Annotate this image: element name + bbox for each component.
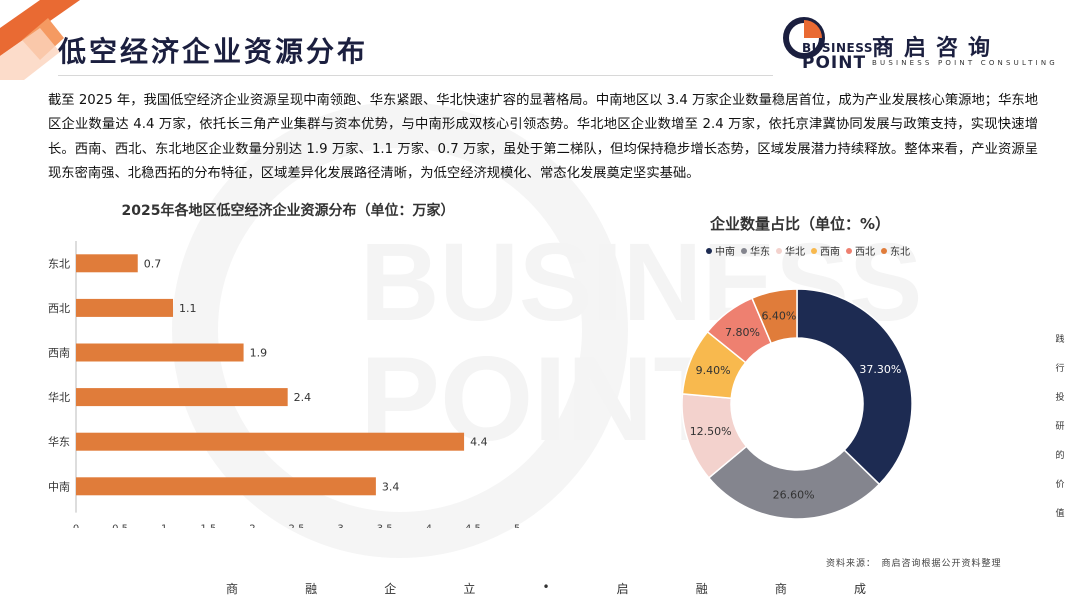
legend-label: 西北 xyxy=(855,247,875,258)
footer-slogan-char: 融 xyxy=(695,582,708,596)
x-tick-label: 1.5 xyxy=(200,524,216,528)
x-tick-label: 5 xyxy=(514,524,520,528)
side-motto-char: 投 xyxy=(1055,393,1065,403)
bar-category-label: 西北 xyxy=(48,302,70,315)
footer-slogan-char: 融 xyxy=(305,582,318,596)
legend-label: 中南 xyxy=(715,247,735,258)
legend-swatch xyxy=(741,247,747,254)
pie-legend: 中南 华东 华北 西南 西北 东北 xyxy=(678,243,938,258)
bar xyxy=(76,388,288,407)
data-source-note: 资料来源： 商启咨询根据公开资料整理 xyxy=(826,559,1002,569)
x-tick-label: 0 xyxy=(73,524,79,528)
legend-swatch xyxy=(811,247,817,254)
legend-swatch xyxy=(846,247,852,254)
footer-slogan-char: 商 xyxy=(226,582,239,596)
bar-chart: 东北 0.7 西北 1.1 西南 1.9 华北 2.4 华东 4.4 中南 3.4 0 0.5 1 1.5 2 2… xyxy=(48,241,520,528)
legend-item: 东北 xyxy=(881,243,910,258)
x-tick-label: 3 xyxy=(337,524,343,528)
logo-text-point: POINT xyxy=(802,53,867,73)
pie-chart-title: 企业数量占比（单位：%） xyxy=(709,215,891,233)
donut-chart: 37.30% 26.60% 12.50% 9.40% 7.80%6.40% xyxy=(681,288,913,520)
page-header: 低空经济企业资源分布 BUSINESS POINT 商启咨询 BUSINESS … xyxy=(0,0,1080,80)
side-motto-char: 价 xyxy=(1055,480,1065,490)
donut-slice-label: 26.60% xyxy=(773,488,815,501)
side-motto-char: 行 xyxy=(1055,364,1065,374)
page-title: 低空经济企业资源分布 xyxy=(58,35,369,68)
footer-slogan-char: 启 xyxy=(616,582,629,596)
legend-swatch xyxy=(776,247,782,254)
bar-chart-title: 2025年各地区低空经济企业资源分布（单位：万家） xyxy=(121,203,455,219)
legend-item: 华北 xyxy=(776,243,805,258)
side-motto-char: 践 xyxy=(1055,335,1065,345)
x-tick-label: 1 xyxy=(161,524,167,528)
company-logo: BUSINESS POINT 商启咨询 BUSINESS POINT CONSU… xyxy=(780,14,1070,74)
legend-label: 东北 xyxy=(890,247,910,258)
x-tick-label: 3.5 xyxy=(377,524,393,528)
bar-category-label: 东北 xyxy=(48,257,70,270)
bar-category-label: 华东 xyxy=(48,435,70,449)
bar xyxy=(76,477,376,496)
x-tick-label: 0.5 xyxy=(112,524,128,528)
bar xyxy=(76,432,465,451)
side-motto-char: 值 xyxy=(1055,509,1065,519)
footer-slogan-char: 成 xyxy=(853,582,866,596)
title-divider xyxy=(58,75,773,76)
side-motto: 践行投研的价值 xyxy=(1053,332,1067,535)
logo-english-name: BUSINESS POINT CONSULTING xyxy=(872,59,1058,67)
donut-slice-label: 9.40% xyxy=(696,364,731,377)
bar-category-label: 西南 xyxy=(48,347,70,360)
bar xyxy=(76,254,138,273)
x-tick-label: 4.5 xyxy=(465,524,481,528)
bar-value-label: 2.4 xyxy=(294,391,312,404)
legend-swatch xyxy=(881,247,887,254)
donut-slice-label: 6.40% xyxy=(761,309,796,322)
donut-slice-label: 7.80% xyxy=(725,326,760,339)
legend-item: 西北 xyxy=(846,243,875,258)
x-tick-label: 2 xyxy=(249,524,255,528)
legend-label: 西南 xyxy=(820,247,840,258)
bar-category-label: 中南 xyxy=(48,480,70,493)
side-motto-char: 研 xyxy=(1055,422,1065,432)
logo-text-business: BUSINESS xyxy=(802,41,873,55)
bar-value-label: 3.4 xyxy=(382,480,400,493)
bar-value-label: 1.1 xyxy=(179,302,197,315)
footer-slogan-char: 商 xyxy=(774,582,787,596)
donut-slice-label: 12.50% xyxy=(690,425,732,438)
legend-label: 华北 xyxy=(785,247,805,258)
bar-value-label: 0.7 xyxy=(144,257,162,270)
legend-swatch xyxy=(706,247,712,254)
logo-mark-icon xyxy=(783,17,825,59)
donut-slice xyxy=(751,288,798,345)
side-motto-char: 的 xyxy=(1055,451,1065,461)
legend-item: 西南 xyxy=(811,243,840,258)
corner-decoration xyxy=(0,0,80,80)
footer-slogan-char: 立 xyxy=(463,582,476,596)
footer-slogan-char: 企 xyxy=(384,582,397,596)
summary-paragraph: 截至 2025 年，我国低空经济企业资源呈现中南领跑、华东紧跟、华北快速扩容的显… xyxy=(48,93,1038,181)
donut-slice xyxy=(796,288,913,486)
donut-slice-label: 37.30% xyxy=(859,363,901,376)
legend-label: 华东 xyxy=(750,247,770,258)
bar-value-label: 1.9 xyxy=(250,347,268,360)
x-tick-label: 2.5 xyxy=(289,524,305,528)
footer-slogan: 商 融 企 立 • 启 融 商 成 xyxy=(226,580,866,597)
bar-category-label: 华北 xyxy=(48,390,70,404)
bar-value-label: 4.4 xyxy=(470,436,488,449)
bar xyxy=(76,343,244,362)
footer-slogan-char: • xyxy=(542,580,550,594)
legend-item: 中南 xyxy=(706,243,735,258)
x-tick-label: 4 xyxy=(426,524,432,528)
legend-item: 华东 xyxy=(741,243,770,258)
bar xyxy=(76,298,174,317)
logo-chinese-name: 商启咨询 xyxy=(872,36,1001,61)
donut-slice xyxy=(707,445,881,520)
